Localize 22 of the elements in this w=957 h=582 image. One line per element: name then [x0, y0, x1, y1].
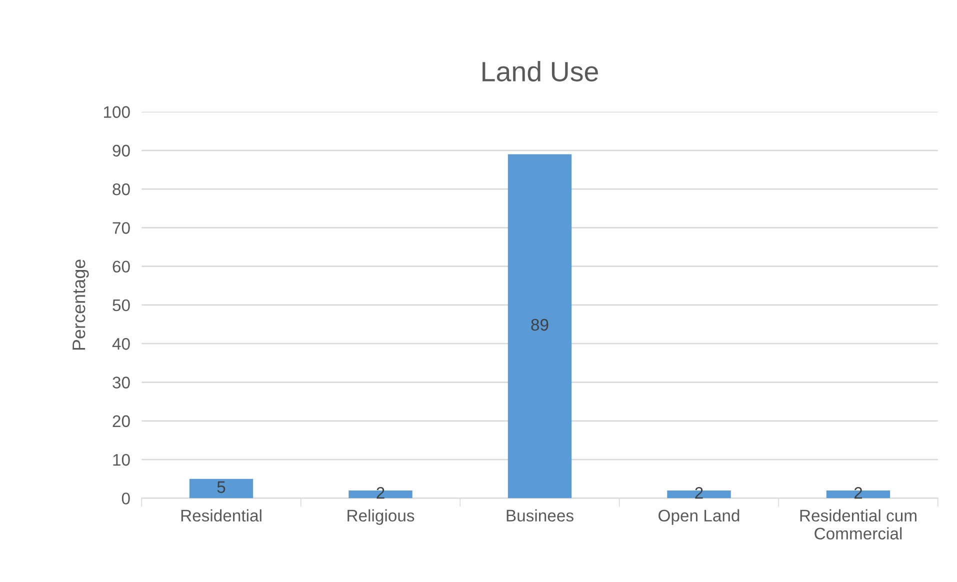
y-tick-label: 50	[112, 299, 130, 312]
y-tick-label: 10	[113, 454, 130, 466]
data-label: 5	[217, 481, 226, 494]
x-tick-label: Residential cum Commercial	[800, 509, 916, 540]
y-tick-label: 40	[112, 338, 130, 350]
bar	[189, 478, 254, 498]
x-tick-label: Open Land	[658, 509, 740, 525]
chart-title: Land Use	[482, 61, 598, 82]
data-label: 89	[531, 318, 548, 331]
y-tick-label: 90	[112, 144, 130, 157]
y-tick-label: 80	[112, 183, 130, 196]
y-tick-label: 20	[112, 415, 130, 428]
x-tick-label: Religious	[348, 509, 414, 525]
y-tick-label: 0	[122, 492, 130, 504]
y-tick-label: 60	[112, 260, 130, 273]
y-tick-label: 70	[112, 222, 130, 234]
x-tick-label: Residential	[181, 509, 262, 522]
y-axis-title: Percentage	[72, 260, 89, 350]
bar	[508, 154, 572, 498]
x-tick-label: Businees	[506, 509, 574, 522]
y-tick-label: 30	[112, 376, 130, 388]
y-tick-label: 100	[104, 106, 130, 118]
